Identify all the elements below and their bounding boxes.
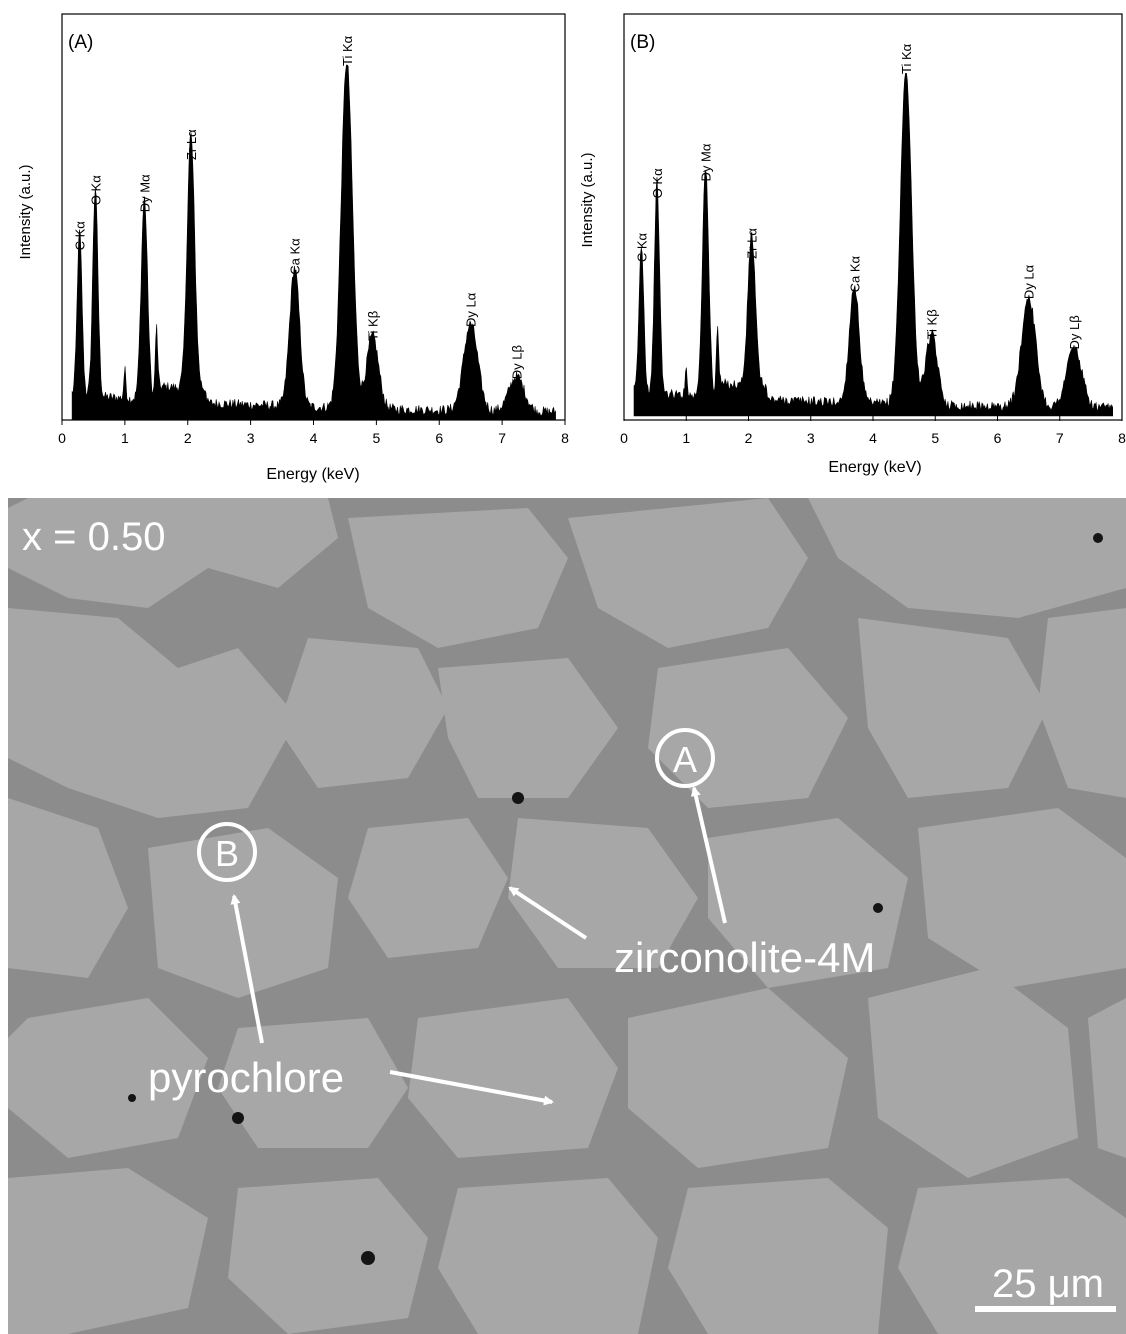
- x-axis-label: Energy (keV): [266, 466, 359, 483]
- x-tick-label: 5: [931, 430, 939, 446]
- peak-label: Dy Lβ: [1067, 315, 1082, 349]
- scale-bar-label: 25 μm: [992, 1262, 1104, 1306]
- x-tick-label: 2: [745, 430, 753, 446]
- x-tick-label: 3: [247, 430, 255, 446]
- x-tick-label: 1: [121, 430, 129, 446]
- peak-label: C Kα: [634, 232, 649, 262]
- x-tick-label: 2: [184, 430, 192, 446]
- panel-label: (A): [68, 32, 93, 53]
- x-tick-label: 0: [620, 430, 628, 446]
- sem-micrograph: x = 0.50 A B zirconolite-4M pyrochlore 2…: [8, 498, 1126, 1334]
- x-tick-label: 8: [1118, 430, 1126, 446]
- x-tick-label: 4: [310, 430, 318, 446]
- peak-label: Ca Kα: [847, 255, 862, 292]
- peak-label: Dy Lβ: [510, 345, 525, 379]
- peak-label: Ti Kα: [340, 35, 355, 66]
- annotation-arrows: [230, 786, 727, 1106]
- zirconolite-label: zirconolite-4M: [614, 934, 875, 981]
- x-axis-label: Energy (keV): [828, 459, 921, 476]
- peak-label: O Kα: [650, 168, 665, 198]
- marker-a: A: [655, 728, 715, 788]
- peak-label: Dy Lα: [1022, 264, 1037, 299]
- pores: [128, 533, 1103, 1265]
- scale-bar: 25 μm: [975, 1262, 1116, 1312]
- marker-b-label: B: [215, 833, 239, 874]
- composition-label: x = 0.50: [22, 515, 165, 559]
- scale-bar-line: [975, 1306, 1116, 1312]
- marker-a-label: A: [673, 739, 697, 780]
- peak-label: Dy Lα: [464, 292, 479, 327]
- x-tick-label: 3: [807, 430, 815, 446]
- peak-label: O Kα: [88, 175, 103, 205]
- spectrum-panel-b: (B) Intensity (a.u.) Energy (keV) 0 1 2 3 4 5…: [579, 13, 1126, 476]
- bright-phase-grains: [8, 498, 1126, 1334]
- panel-label: (B): [630, 32, 655, 53]
- y-axis-label: Intensity (a.u.): [579, 152, 596, 247]
- peak-label: Ti Kα: [899, 43, 914, 74]
- x-tick-label: 7: [1056, 430, 1064, 446]
- peak-label: Zr Lα: [745, 228, 760, 259]
- marker-b: B: [197, 822, 257, 882]
- peak-label: Ca Kα: [288, 238, 303, 275]
- eds-spectra-figure: (A) Intensity (a.u.) Energy (keV) 0 1 2 3 4 5…: [17, 13, 1126, 483]
- pyrochlore-label: pyrochlore: [148, 1054, 344, 1101]
- peak-label: Dy Mα: [699, 143, 714, 181]
- x-tick-label: 4: [869, 430, 877, 446]
- spectrum-panel-a: (A) Intensity (a.u.) Energy (keV) 0 1 2 3 4 5…: [17, 13, 569, 483]
- peak-label: C Kα: [73, 221, 88, 251]
- x-tick-label: 6: [994, 430, 1002, 446]
- peak-label: Ti Kβ: [925, 309, 940, 339]
- spectrum-series: [71, 64, 556, 421]
- plot-frame: [61, 13, 566, 421]
- x-tick-label: 7: [498, 430, 506, 446]
- peak-label: Zr Lα: [184, 129, 199, 160]
- y-axis-label: Intensity (a.u.): [17, 164, 34, 259]
- x-tick-label: 0: [58, 430, 66, 446]
- micrograph-image: x = 0.50 A B zirconolite-4M pyrochlore 2…: [8, 498, 1126, 1334]
- x-tick-label: 1: [682, 430, 690, 446]
- x-tick-label: 8: [561, 430, 569, 446]
- peak-label: Dy Mα: [137, 174, 152, 212]
- plot-frame: [623, 13, 1123, 421]
- peak-label: Ti Kβ: [366, 311, 381, 341]
- x-tick-label: 5: [372, 430, 380, 446]
- x-tick-label: 6: [435, 430, 443, 446]
- spectrum-series: [633, 73, 1113, 417]
